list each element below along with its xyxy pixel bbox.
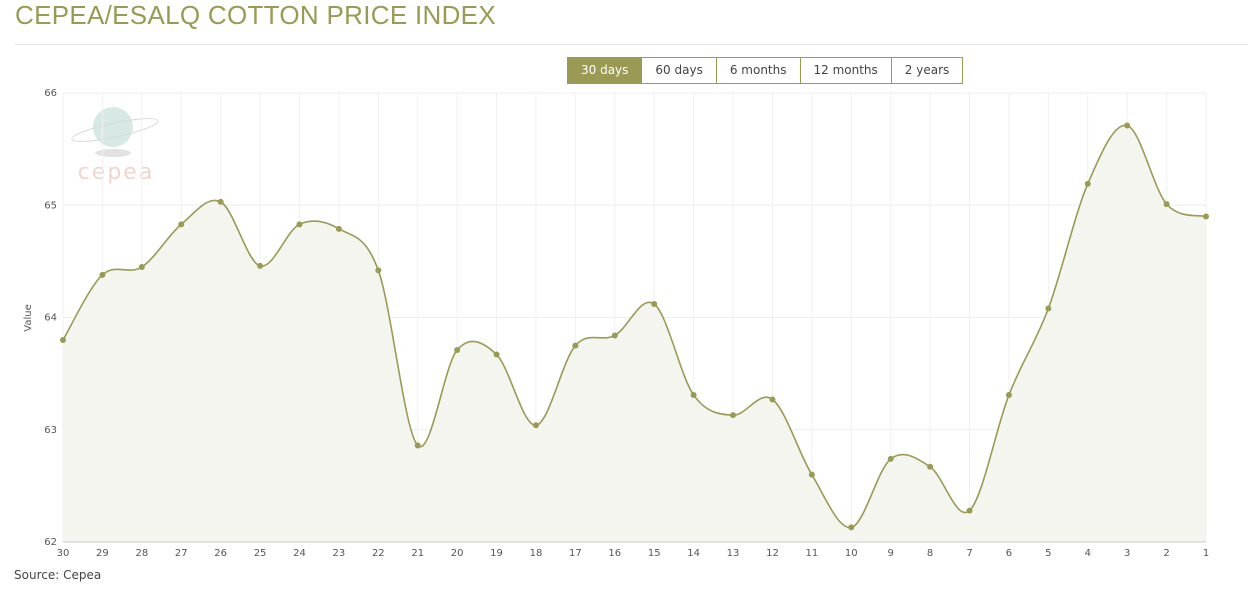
point — [257, 262, 264, 269]
x-tick-label: 17 — [569, 548, 582, 559]
x-tick-label: 21 — [411, 548, 424, 559]
point — [1045, 305, 1052, 312]
x-tick-label: 19 — [490, 548, 503, 559]
point — [217, 198, 224, 205]
y-tick-label: 65 — [44, 200, 57, 211]
page-title: CEPEA/ESALQ COTTON PRICE INDEX — [15, 0, 496, 30]
y-tick-label: 62 — [44, 537, 57, 548]
range-button[interactable]: 6 months — [716, 57, 801, 84]
x-tick-label: 27 — [175, 548, 188, 559]
point — [138, 263, 145, 270]
source-note: Source: Cepea — [14, 568, 102, 582]
point — [848, 524, 855, 531]
point — [572, 342, 579, 349]
x-tick-label: 12 — [766, 548, 779, 559]
y-tick-label: 66 — [44, 88, 57, 99]
point — [769, 396, 776, 403]
range-button[interactable]: 60 days — [642, 57, 717, 84]
x-tick-label: 24 — [293, 548, 306, 559]
range-buttons: 30 days 60 days 6 months 12 months 2 years — [567, 57, 964, 84]
x-tick-label: 9 — [888, 548, 894, 559]
point — [532, 422, 539, 429]
x-tick-label: 13 — [727, 548, 740, 559]
point — [335, 225, 342, 232]
line — [62, 124, 1207, 529]
x-tick-label: 23 — [333, 548, 346, 559]
point — [690, 391, 697, 398]
point — [296, 221, 303, 228]
x-tick-label: 10 — [845, 548, 858, 559]
y-tick-label: 64 — [44, 313, 57, 324]
x-tick-label: 22 — [372, 548, 385, 559]
point — [611, 332, 618, 339]
x-tick-label: 1 — [1203, 548, 1209, 559]
x-tick-label: 14 — [687, 548, 700, 559]
point — [414, 442, 421, 449]
range-button[interactable]: 12 months — [800, 57, 892, 84]
point — [178, 221, 185, 228]
x-tick-label: 8 — [927, 548, 933, 559]
point — [1124, 122, 1131, 129]
point — [966, 507, 973, 514]
range-button[interactable]: 2 years — [891, 57, 964, 84]
x-tick-label: 3 — [1124, 548, 1130, 559]
x-tick-label: 5 — [1045, 548, 1051, 559]
point — [887, 455, 894, 462]
point — [375, 267, 382, 274]
x-tick-label: 7 — [966, 548, 972, 559]
point — [651, 301, 658, 308]
point — [1163, 201, 1170, 208]
x-tick-label: 28 — [135, 548, 148, 559]
point — [1084, 180, 1091, 187]
y-axis-label: Value — [23, 304, 34, 331]
x-tick-label: 15 — [648, 548, 661, 559]
y-tick-label: 63 — [44, 425, 57, 436]
point — [808, 471, 815, 478]
logo: cepea — [71, 107, 159, 185]
point — [1203, 213, 1209, 220]
x-tick-label: 16 — [608, 548, 621, 559]
point — [454, 347, 461, 354]
point — [99, 271, 106, 278]
point — [927, 463, 934, 470]
point — [1005, 391, 1012, 398]
x-tick-label: 30 — [57, 548, 70, 559]
x-tick-label: 4 — [1085, 548, 1091, 559]
x-tick-label: 11 — [805, 548, 818, 559]
x-tick-label: 2 — [1163, 548, 1169, 559]
point — [60, 336, 66, 343]
x-tick-label: 20 — [451, 548, 464, 559]
x-tick-label: 6 — [1006, 548, 1012, 559]
point — [493, 351, 500, 358]
x-tick-label: 25 — [254, 548, 267, 559]
point — [730, 412, 737, 419]
divider — [15, 44, 1248, 45]
x-tick-label: 29 — [96, 548, 109, 559]
logo-text: cepea — [78, 160, 155, 185]
x-tick-label: 18 — [530, 548, 543, 559]
x-tick-label: 26 — [214, 548, 227, 559]
area — [63, 125, 1206, 542]
range-button[interactable]: 30 days — [567, 57, 643, 84]
